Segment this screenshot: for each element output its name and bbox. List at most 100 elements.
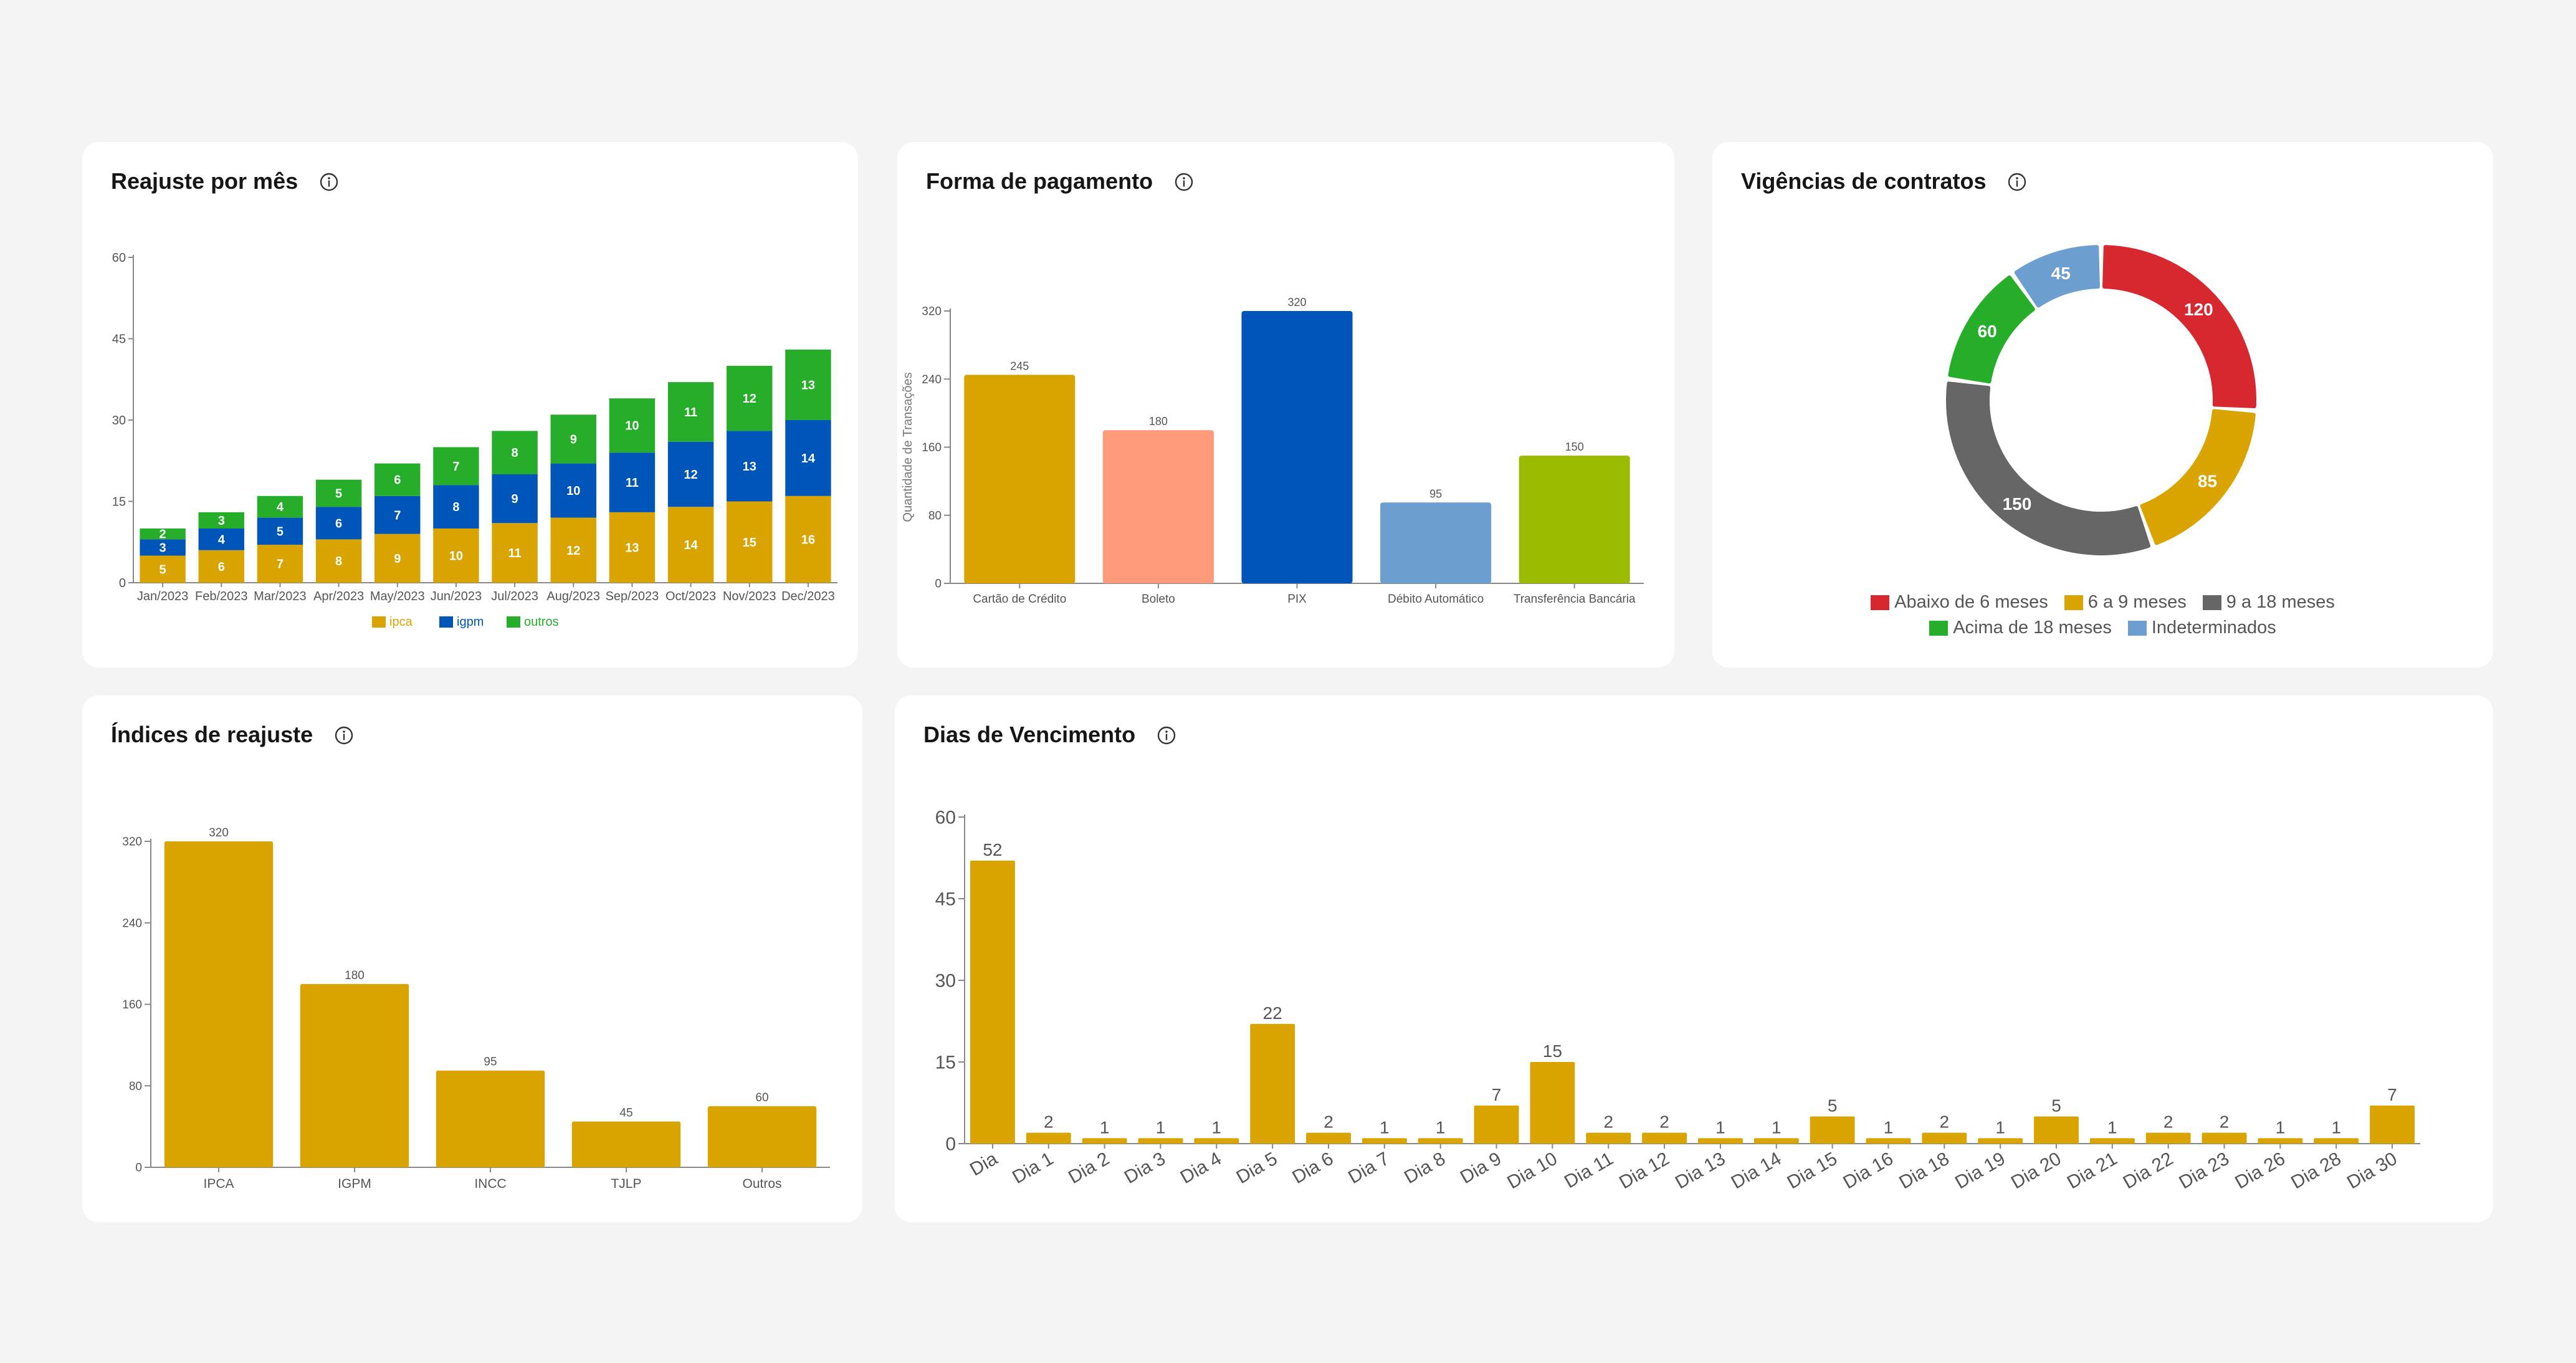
y-tick-label: 320	[122, 836, 142, 849]
legend-swatch-ipca	[372, 616, 386, 628]
card-vigencias-de-contratos: Vigências de contratos 120 85 150 60 45 Abai…	[1712, 142, 2493, 667]
bar-segment-label: 16	[801, 533, 815, 547]
bar	[1102, 430, 1214, 583]
x-tick-label: Dia 6	[1289, 1148, 1337, 1188]
bar-value-label: 2	[1044, 1112, 1054, 1132]
legend-label-igpm: igpm	[457, 615, 484, 629]
bar-value-label: 45	[619, 1106, 632, 1119]
bar	[2202, 1132, 2247, 1144]
x-tick-label: Jun/2023	[431, 590, 482, 603]
bar-value-label: 180	[1149, 415, 1168, 428]
bar-segment-outros	[492, 431, 538, 474]
x-tick-label: Dia 4	[1177, 1148, 1225, 1188]
info-circle-icon[interactable]	[2007, 171, 2027, 191]
bar-segment-label: 2	[160, 528, 166, 542]
bar-segment-ipca	[727, 501, 773, 583]
donut-slice	[1948, 275, 2035, 384]
bar-value-label: 7	[2387, 1085, 2397, 1104]
y-tick-label: 320	[922, 305, 942, 318]
bar-value-label: 95	[1429, 487, 1442, 500]
x-tick-label: Dec/2023	[781, 590, 835, 603]
bar-value-label: 1	[1212, 1117, 1222, 1137]
x-tick-label: Dia 19	[1952, 1148, 2009, 1193]
donut-slice	[2140, 409, 2256, 545]
bar	[1474, 1105, 1519, 1144]
donut-slice	[2014, 245, 2100, 308]
legend-item: Indeterminados	[2127, 618, 2276, 638]
x-tick-label: Cartão de Crédito	[973, 593, 1066, 606]
x-tick-label: Jul/2023	[491, 590, 538, 603]
bar-value-label: 1	[1100, 1117, 1110, 1137]
x-tick-label: Dia 14	[1728, 1148, 1785, 1193]
bar-value-label: 15	[1543, 1041, 1562, 1061]
bar	[1753, 1138, 1799, 1144]
x-tick-label: Dia 16	[1839, 1148, 1897, 1193]
x-tick-label: May/2023	[370, 590, 425, 603]
x-tick-label: Dia 28	[2287, 1148, 2345, 1193]
forma-de-pagamento-chart: 0 80 160 240 320 245 Cartão de Crédito 180 Bolet…	[901, 296, 1644, 606]
bar	[1241, 311, 1353, 583]
bar-segment-ipca	[257, 545, 303, 583]
info-circle-icon[interactable]	[1174, 171, 1194, 191]
bar-segment-outros	[727, 366, 773, 431]
y-tick-label: 240	[122, 917, 142, 930]
bar-segment-igpm	[609, 452, 656, 512]
x-tick-label: PIX	[1287, 593, 1307, 606]
bar-segment-igpm	[140, 539, 186, 556]
bar-segment-igpm	[198, 528, 244, 550]
bar-value-label: 1	[1156, 1117, 1166, 1137]
bar-segment-ipca	[315, 539, 362, 583]
bar	[2034, 1116, 2079, 1144]
bar-segment-igpm	[667, 441, 714, 507]
bar-segment-ipca	[492, 523, 538, 583]
bar-value-label: 2	[2163, 1112, 2173, 1132]
bar-value-label: 7	[1492, 1085, 1502, 1104]
x-tick-label: Dia 11	[1561, 1148, 1617, 1192]
bar-segment-label: 6	[394, 474, 401, 487]
y-tick-label: 240	[922, 373, 942, 386]
bar-value-label: 2	[1324, 1112, 1333, 1132]
x-tick-label: Boleto	[1142, 593, 1175, 606]
legend-swatch	[2127, 620, 2147, 636]
x-tick-label: Dia 10	[1504, 1148, 1561, 1193]
legend-label: Abaixo de 6 meses	[1894, 592, 2048, 612]
x-tick-label: Sep/2023	[606, 590, 659, 603]
y-tick-label: 80	[129, 1080, 142, 1093]
legend-swatch	[2064, 595, 2083, 610]
info-circle-icon[interactable]	[334, 725, 354, 745]
legend-item: Acima de 18 meses	[1929, 618, 2112, 638]
bar-segment-outros	[374, 463, 421, 496]
info-circle-icon[interactable]	[1157, 725, 1176, 745]
bar	[2145, 1132, 2191, 1144]
bar	[571, 1121, 681, 1167]
x-tick-label: Dia 7	[1345, 1148, 1393, 1188]
x-tick-label: Dia 8	[1401, 1148, 1449, 1188]
bar-segment-label: 7	[394, 509, 401, 522]
y-tick-label: 0	[935, 578, 942, 591]
bar-segment-label: 11	[508, 547, 522, 560]
bar-segment-outros	[785, 349, 831, 420]
bar-value-label: 52	[983, 840, 1002, 859]
bar-segment-label: 4	[218, 533, 226, 547]
bar-segment-label: 14	[684, 538, 698, 552]
bar	[1362, 1138, 1407, 1144]
card-title: Vigências de contratos	[1741, 168, 1987, 194]
bar-segment-label: 9	[512, 492, 518, 506]
card-title: Reajuste por mês	[111, 168, 298, 194]
legend-item: Abaixo de 6 meses	[1871, 592, 2048, 613]
bar	[2089, 1138, 2135, 1144]
x-tick-label: Dia	[966, 1148, 1001, 1180]
donut-slice	[2102, 245, 2256, 409]
x-tick-label: IGPM	[338, 1177, 371, 1191]
y-tick-label: 60	[112, 251, 126, 265]
bar	[1418, 1138, 1463, 1144]
bar-segment-igpm	[433, 485, 479, 528]
card-indices-de-reajuste: Índices de reajuste 0 80 160 240 320 320 IPCA 1…	[82, 696, 862, 1222]
bar-segment-label: 9	[570, 433, 577, 446]
bar-segment-outros	[667, 382, 714, 442]
bar-segment-label: 12	[684, 468, 697, 482]
donut-slice-label: 120	[2184, 300, 2213, 319]
info-circle-icon[interactable]	[319, 171, 339, 191]
bar-segment-label: 8	[512, 446, 518, 460]
bar-segment-igpm	[727, 431, 773, 502]
